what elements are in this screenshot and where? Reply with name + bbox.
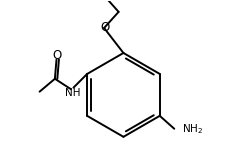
Text: NH$_2$: NH$_2$ (182, 123, 203, 136)
Text: NH: NH (65, 88, 80, 98)
Text: O: O (53, 49, 62, 62)
Text: O: O (100, 21, 110, 34)
